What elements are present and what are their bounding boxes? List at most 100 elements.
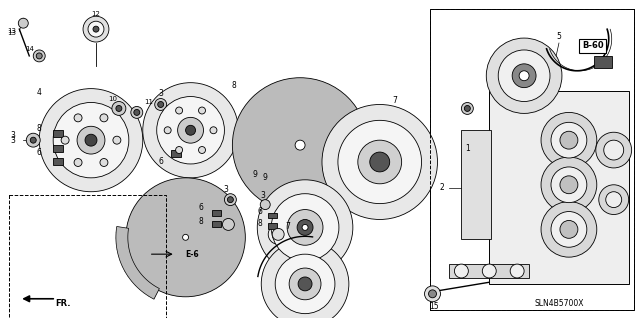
Circle shape	[186, 125, 196, 135]
Circle shape	[260, 200, 270, 210]
Circle shape	[461, 102, 474, 115]
Circle shape	[131, 107, 143, 118]
Circle shape	[157, 97, 225, 164]
Circle shape	[198, 146, 205, 153]
Circle shape	[560, 220, 578, 238]
Circle shape	[297, 219, 313, 235]
Circle shape	[605, 192, 621, 208]
Circle shape	[358, 140, 402, 184]
Circle shape	[223, 219, 234, 230]
Circle shape	[53, 102, 129, 178]
Circle shape	[541, 112, 596, 168]
Circle shape	[248, 93, 352, 197]
Text: 6: 6	[36, 148, 42, 157]
Bar	[268, 223, 277, 229]
Circle shape	[268, 225, 288, 244]
Circle shape	[74, 114, 82, 122]
Circle shape	[175, 107, 182, 114]
Bar	[429, 9, 634, 310]
Text: 12: 12	[92, 11, 100, 17]
Text: 6: 6	[258, 207, 262, 216]
Circle shape	[142, 194, 229, 281]
Circle shape	[30, 137, 36, 143]
Text: 15: 15	[429, 302, 439, 311]
Circle shape	[164, 127, 171, 134]
Text: 10: 10	[108, 95, 117, 101]
Text: B-60: B-60	[582, 41, 604, 50]
Circle shape	[272, 117, 328, 173]
Bar	[429, 9, 634, 310]
Circle shape	[61, 136, 69, 144]
Circle shape	[298, 277, 312, 291]
Circle shape	[143, 83, 238, 178]
Circle shape	[261, 240, 349, 319]
Circle shape	[282, 127, 318, 163]
Circle shape	[560, 176, 578, 194]
Circle shape	[93, 26, 99, 32]
Circle shape	[290, 135, 310, 155]
Circle shape	[175, 146, 182, 153]
Circle shape	[173, 226, 198, 249]
Circle shape	[264, 109, 336, 181]
Text: SLN4B5700X: SLN4B5700X	[534, 299, 584, 308]
Circle shape	[271, 194, 339, 261]
Circle shape	[541, 157, 596, 212]
Text: 9: 9	[253, 170, 258, 179]
Bar	[53, 130, 63, 137]
Circle shape	[232, 78, 368, 212]
Text: 3: 3	[223, 185, 228, 194]
Circle shape	[596, 132, 632, 168]
Circle shape	[424, 286, 440, 302]
Circle shape	[113, 136, 121, 144]
Polygon shape	[116, 226, 159, 299]
Circle shape	[88, 21, 104, 37]
Circle shape	[26, 133, 40, 147]
Text: 8: 8	[37, 124, 42, 133]
Text: 11: 11	[144, 99, 153, 105]
Circle shape	[302, 225, 308, 230]
Circle shape	[36, 53, 42, 59]
Circle shape	[74, 159, 82, 167]
Text: 3: 3	[158, 89, 163, 98]
Bar	[212, 210, 221, 216]
Circle shape	[257, 180, 353, 275]
Text: 13: 13	[7, 28, 16, 34]
Circle shape	[77, 126, 105, 154]
Bar	[461, 130, 492, 239]
Bar	[212, 221, 221, 227]
Bar	[53, 158, 63, 165]
Circle shape	[604, 140, 623, 160]
Circle shape	[116, 106, 122, 111]
Circle shape	[551, 211, 587, 247]
Circle shape	[150, 202, 221, 273]
Circle shape	[198, 107, 205, 114]
Bar	[489, 91, 628, 284]
Circle shape	[289, 268, 321, 300]
Circle shape	[241, 85, 360, 204]
Text: 6: 6	[158, 158, 163, 167]
Circle shape	[599, 185, 628, 214]
Circle shape	[134, 186, 237, 289]
Text: 3: 3	[261, 191, 266, 200]
Circle shape	[83, 16, 109, 42]
Circle shape	[256, 101, 344, 189]
Circle shape	[338, 120, 422, 204]
Circle shape	[39, 89, 143, 192]
Circle shape	[322, 105, 438, 219]
Bar	[268, 212, 277, 219]
Circle shape	[157, 101, 164, 108]
Circle shape	[225, 194, 236, 205]
Circle shape	[178, 117, 204, 143]
Circle shape	[465, 106, 470, 111]
Text: 5: 5	[557, 32, 561, 41]
Circle shape	[551, 122, 587, 158]
Text: FR.: FR.	[56, 299, 71, 308]
Text: 3: 3	[11, 136, 16, 145]
Circle shape	[275, 254, 335, 314]
Bar	[594, 56, 612, 68]
Circle shape	[85, 134, 97, 146]
Text: 14: 14	[25, 46, 34, 52]
Circle shape	[370, 152, 390, 172]
Circle shape	[454, 264, 468, 278]
Circle shape	[182, 234, 189, 240]
